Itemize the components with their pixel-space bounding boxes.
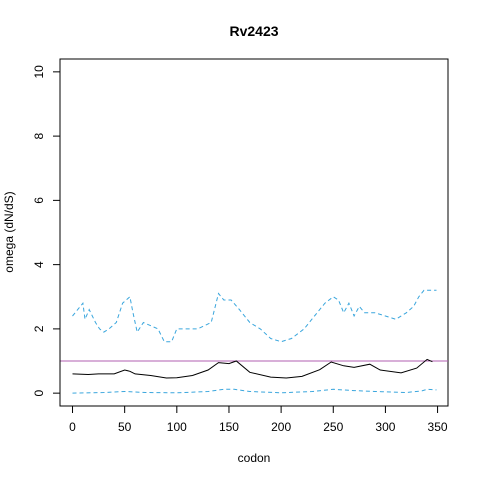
- x-tick-label: 250: [323, 420, 343, 434]
- y-tick-label: 0: [32, 389, 46, 396]
- x-tick-label: 150: [219, 420, 239, 434]
- y-tick-label: 8: [32, 132, 46, 139]
- y-tick-label: 10: [32, 65, 46, 79]
- y-axis: 0 2 4 6 8 10: [32, 65, 61, 396]
- x-tick-label: 0: [69, 420, 76, 434]
- y-tick-label: 2: [32, 325, 46, 332]
- y-axis-label: omega (dN/dS): [2, 191, 16, 272]
- chart-title: Rv2423: [229, 23, 278, 39]
- x-tick-label: 350: [428, 420, 448, 434]
- x-tick-label: 50: [118, 420, 132, 434]
- x-tick-label: 100: [167, 420, 187, 434]
- x-tick-label: 200: [271, 420, 291, 434]
- series-line-3: [72, 388, 437, 394]
- series-layer: [72, 289, 437, 394]
- x-axis-label: codon: [238, 451, 271, 465]
- series-line-1: [72, 358, 433, 379]
- y-tick-label: 6: [32, 197, 46, 204]
- plot-frame: [59, 58, 449, 407]
- x-tick-label: 300: [375, 420, 395, 434]
- y-tick-label: 4: [32, 261, 46, 268]
- series-line-2: [72, 289, 437, 343]
- x-axis: 0 50 100 150 200 250 300 350: [69, 405, 448, 434]
